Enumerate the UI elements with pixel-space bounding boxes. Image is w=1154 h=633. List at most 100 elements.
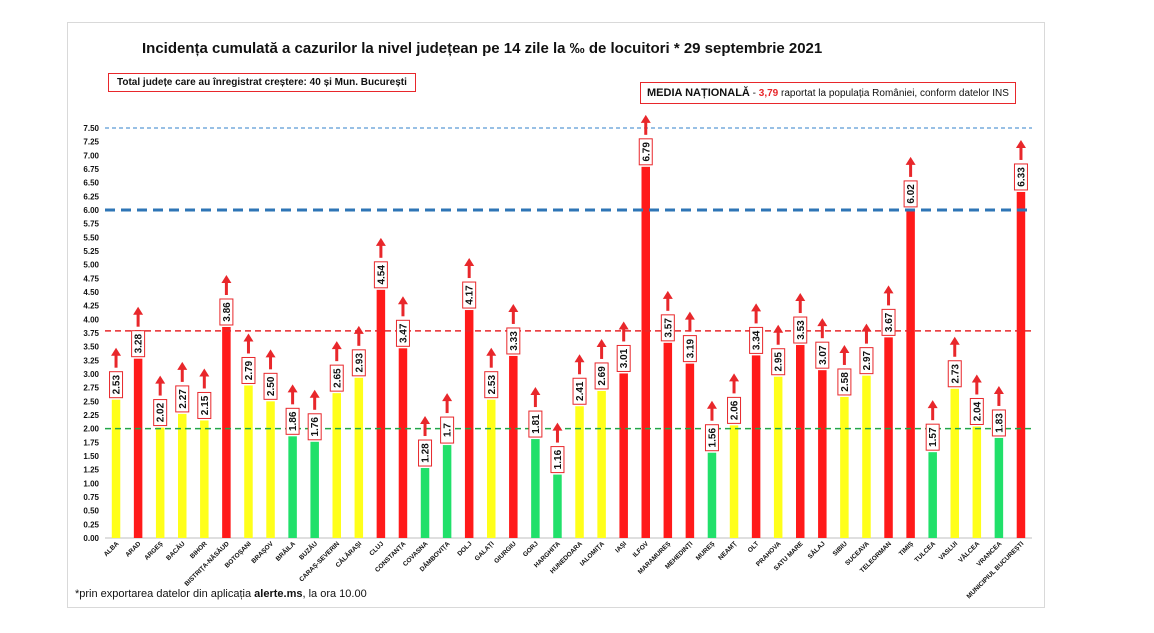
bar-17 bbox=[487, 399, 496, 538]
increase-arrow-head-32 bbox=[817, 318, 828, 327]
bar-24 bbox=[641, 166, 650, 538]
data-label-box-4 bbox=[197, 391, 212, 419]
increase-arrow-head-19 bbox=[530, 387, 541, 396]
increase-arrow-head-5 bbox=[221, 274, 232, 283]
category-label-4: BIHOR bbox=[189, 540, 209, 560]
data-label-box-13 bbox=[395, 319, 410, 347]
data-label-box-22 bbox=[594, 362, 609, 390]
bar-7 bbox=[266, 401, 275, 538]
data-label-8: 1.86 bbox=[288, 411, 299, 431]
bar-30 bbox=[773, 376, 783, 538]
category-label-17: GALAȚI bbox=[474, 540, 496, 562]
increase-arrow-head-30 bbox=[773, 324, 784, 333]
data-label-35: 3.67 bbox=[884, 312, 895, 332]
data-label-box-18 bbox=[506, 327, 521, 355]
bar-4 bbox=[200, 420, 209, 538]
increase-arrow-head-9 bbox=[309, 389, 320, 398]
footnote-prefix: *prin exportarea datelor din aplicația bbox=[75, 588, 255, 600]
data-label-33: 2.58 bbox=[840, 372, 851, 392]
bar-27 bbox=[707, 452, 717, 538]
data-label-22: 2.69 bbox=[597, 366, 608, 386]
data-label-19: 1.81 bbox=[531, 414, 542, 434]
increase-arrow-head-29 bbox=[751, 303, 762, 312]
category-label-36: TIMIȘ bbox=[898, 540, 916, 558]
national-average-label: MEDIA NAȚIONALĂ bbox=[647, 87, 750, 99]
category-label-38: VASLUI bbox=[938, 540, 960, 562]
bar-32 bbox=[818, 370, 827, 538]
category-label-9: BUZĂU bbox=[297, 539, 320, 562]
data-label-23: 3.01 bbox=[619, 348, 630, 368]
y-tick-label: 6.50 bbox=[83, 179, 99, 188]
y-tick-label: 5.25 bbox=[83, 247, 99, 256]
bar-6 bbox=[244, 385, 253, 538]
bar-39 bbox=[972, 426, 982, 538]
category-label-0: ALBA bbox=[103, 540, 121, 558]
data-label-15: 1.7 bbox=[443, 423, 454, 437]
y-tick-label: 6.00 bbox=[83, 206, 99, 215]
data-label-21: 2.41 bbox=[575, 381, 586, 401]
bar-14 bbox=[420, 468, 430, 538]
data-label-20: 1.16 bbox=[553, 449, 564, 469]
bar-40 bbox=[994, 437, 1004, 538]
footnote-suffix: , la ora 10.00 bbox=[302, 588, 367, 600]
category-label-12: CLUJ bbox=[368, 540, 385, 557]
bar-5 bbox=[222, 326, 231, 538]
data-label-box-10 bbox=[329, 364, 344, 392]
data-label-17: 2.53 bbox=[487, 375, 498, 395]
footnote: *prin exportarea datelor din aplicația a… bbox=[75, 588, 367, 600]
data-label-24: 6.79 bbox=[641, 142, 652, 162]
increase-arrow-head-7 bbox=[265, 349, 276, 358]
bar-1 bbox=[133, 358, 143, 538]
data-label-box-3 bbox=[175, 385, 190, 413]
category-label-28: NEAMȚ bbox=[717, 540, 738, 561]
data-label-box-17 bbox=[484, 371, 499, 399]
data-label-box-11 bbox=[351, 349, 366, 377]
y-tick-label: 2.50 bbox=[83, 397, 99, 406]
y-tick-label: 6.75 bbox=[83, 165, 99, 174]
data-label-2: 2.02 bbox=[156, 402, 167, 422]
category-label-19: GORJ bbox=[522, 540, 540, 558]
bar-11 bbox=[354, 377, 364, 538]
national-average-separator: - bbox=[749, 88, 759, 99]
y-tick-label: 3.25 bbox=[83, 356, 99, 365]
data-label-box-21 bbox=[572, 377, 587, 405]
category-label-33: SIBIU bbox=[832, 540, 849, 557]
bar-25 bbox=[663, 342, 673, 538]
growth-count-box: Total județe care au înregistrat creșter… bbox=[108, 73, 416, 92]
data-label-box-35 bbox=[881, 308, 896, 336]
y-tick-label: 1.75 bbox=[83, 438, 99, 447]
increase-arrow-head-12 bbox=[375, 237, 386, 246]
increase-arrow-head-35 bbox=[883, 285, 894, 294]
bar-28 bbox=[729, 425, 739, 538]
category-label-37: TULCEA bbox=[914, 540, 938, 564]
data-label-box-15 bbox=[440, 416, 455, 444]
increase-arrow-head-16 bbox=[464, 258, 475, 267]
increase-arrow-head-33 bbox=[839, 344, 850, 353]
bar-37 bbox=[928, 452, 937, 538]
data-label-box-29 bbox=[749, 326, 764, 354]
category-label-29: OLT bbox=[747, 540, 761, 554]
category-label-7: BRAȘOV bbox=[250, 540, 275, 565]
y-tick-label: 7.25 bbox=[83, 138, 99, 147]
y-tick-label: 1.25 bbox=[83, 466, 99, 475]
increase-arrow-head-25 bbox=[662, 290, 673, 299]
y-tick-label: 3.75 bbox=[83, 329, 99, 338]
y-tick-label: 2.00 bbox=[83, 425, 99, 434]
data-label-4: 2.15 bbox=[200, 395, 211, 415]
increase-arrow-head-20 bbox=[552, 422, 563, 431]
increase-arrow-head-31 bbox=[795, 293, 806, 302]
increase-arrow-head-17 bbox=[486, 347, 497, 356]
category-label-24: ILFOV bbox=[632, 540, 651, 559]
increase-arrow-head-1 bbox=[133, 306, 144, 315]
data-label-29: 3.34 bbox=[752, 330, 763, 350]
data-label-box-16 bbox=[462, 281, 477, 309]
data-label-1: 3.28 bbox=[134, 334, 145, 354]
increase-arrow-head-11 bbox=[353, 325, 364, 334]
increase-arrow-head-18 bbox=[508, 303, 519, 312]
increase-arrow-head-21 bbox=[574, 354, 585, 363]
bar-8 bbox=[288, 436, 297, 538]
category-label-18: GIURGIU bbox=[493, 540, 518, 565]
bar-3 bbox=[178, 413, 187, 538]
y-tick-label: 0.50 bbox=[83, 507, 99, 516]
data-label-box-2 bbox=[153, 399, 168, 427]
